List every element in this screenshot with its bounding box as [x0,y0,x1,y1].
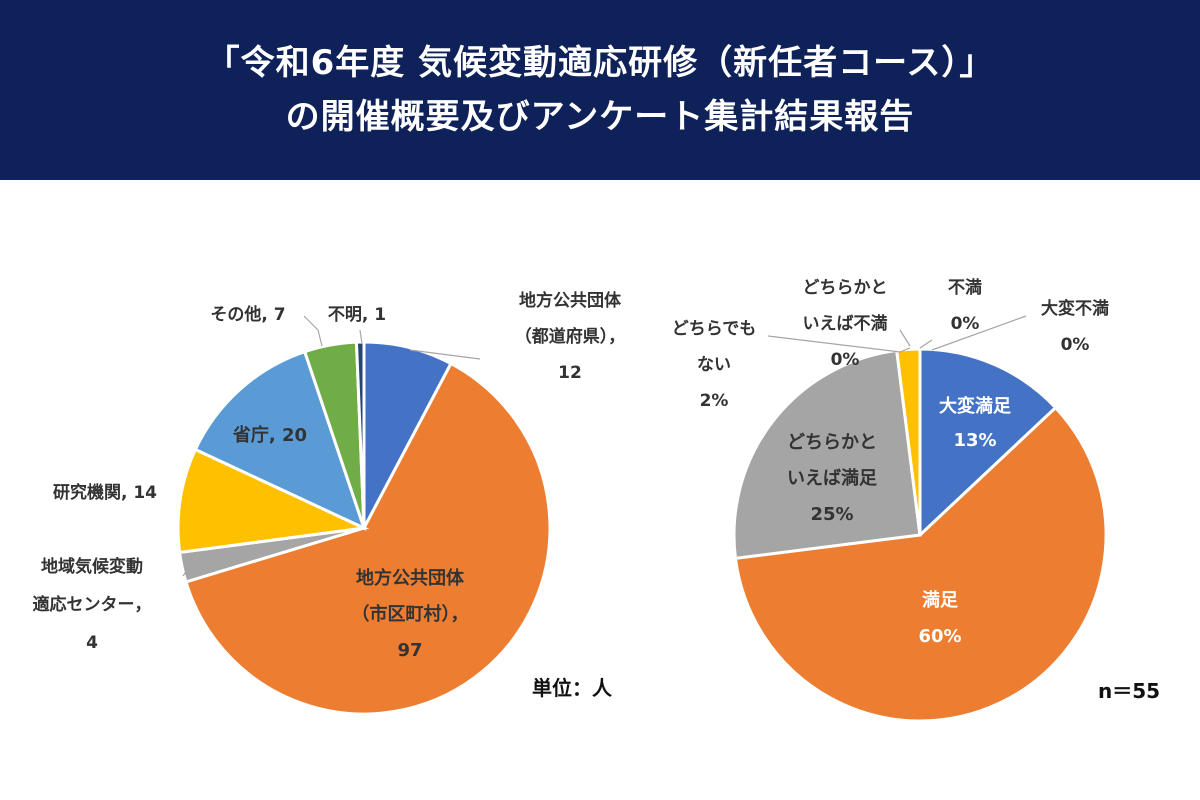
data-label-line: 地方公共団体 [519,290,622,311]
data-label-line: どちらかと [787,432,877,453]
data-label-slice-3: どちらかといえば満足 25% [787,432,877,525]
data-label-slice-3: 地域気候変動適応センター， 4 [33,556,152,653]
leader-line-slice-5 [899,329,911,347]
data-label-line: いえば満足 [787,467,877,489]
title-line-2: の開催概要及びアンケート集計結果報告 [285,97,915,137]
data-label-slice-5: 省庁, 20 [232,424,307,446]
data-label-slice-2: 地方公共団体 （市区町村）， 97 [352,567,469,661]
pie-slice-slice-5 [193,349,367,531]
data-label-slice-5: どちらかといえば不満 0% [803,278,888,370]
data-label-line: 省庁, 20 [232,424,307,446]
data-label-slice-1: 地方公共団体 （都道府県）， 12 [515,290,626,383]
data-label-line: 60% [918,626,961,647]
sample-size-note: n＝55 [1098,679,1160,703]
data-label-line: 適応センター， [33,594,152,615]
data-label-slice-2: 満足 60% [918,589,961,647]
data-label-line: ない [697,355,731,375]
data-label-line: 0% [951,314,980,334]
data-label-line: 大変不満 [1041,298,1109,319]
leader-line-slice-6 [919,339,933,349]
leader-line-slice-7 [359,329,363,345]
data-label-line: 2% [700,391,729,411]
data-label-slice-4: どちらでもない 2% [672,319,757,411]
data-label-line: 地域気候変動 [41,556,143,577]
data-label-line: 0% [1061,335,1090,355]
unit-note: 単位：人 [532,676,613,700]
leader-line-slice-1 [409,349,481,360]
data-label-slice-1: 大変満足 13% [939,395,1011,451]
data-label-line: 不明, 1 [328,305,386,325]
data-label-line: 不満 [948,277,982,298]
data-label-line: 97 [397,640,422,661]
pie-slice-slice-4 [176,447,370,555]
data-label-slice-7: 大変不満 0% [1041,298,1109,355]
data-label-line: （都道府県）， [515,326,626,347]
data-label-line: 地方公共団体 [356,567,465,589]
pie-slice-slice-2 [733,405,1108,723]
leader-line-slice-7 [931,315,1027,351]
pie-slice-slice-7 [354,340,366,529]
data-label-line: いえば不満 [803,313,888,334]
data-label-line: 0% [831,350,860,370]
data-label-line: 12 [558,363,582,383]
charts-area: 地方公共団体 （都道府県）， 12 地方公共団体 （市区町村）， 97 地域気候変動適応セン… [33,277,1160,723]
data-label-line: 25% [810,504,853,525]
data-label-slice-6: その他, 7 [210,304,285,325]
data-label-line: 満足 [922,589,958,611]
pie-slice-slice-1 [918,347,1058,539]
leader-line-slice-4 [767,335,911,353]
leader-line-slice-6 [303,315,323,347]
data-label-line: どちらでも [672,319,757,339]
pie-slice-slice-3 [732,348,922,560]
pie-slice-slice-2 [184,361,552,716]
data-label-slice-4: 研究機関, 14 [53,482,157,503]
data-label-line: どちらかと [803,278,888,298]
participants-pie-chart: 地方公共団体 （都道府県）， 12 地方公共団体 （市区町村）， 97 地域気候変動適応セン… [33,290,626,716]
data-label-line: 研究機関, 14 [53,482,157,503]
data-label-line: 4 [86,633,98,653]
leader-line-slice-3 [182,555,191,577]
data-label-slice-7: 不明, 1 [328,305,386,325]
title-line-1: 「令和6年度 気候変動適応研修（新任者コース）」 [205,43,995,83]
data-label-line: （市区町村）， [352,603,469,625]
data-label-slice-6: 不満 0% [948,277,982,334]
data-label-line: 大変満足 [939,395,1011,417]
satisfaction-pie-chart: 大変満足 13%満足 60%どちらかといえば満足 25%どちらでもない 2%どちらかとい… [672,277,1109,723]
title-banner: 「令和6年度 気候変動適応研修（新任者コース）」 の開催概要及びアンケート集計結… [0,0,1200,180]
pie-slice-slice-4 [895,347,922,536]
data-label-line: 13% [953,430,996,451]
data-label-line: その他, 7 [210,304,285,325]
